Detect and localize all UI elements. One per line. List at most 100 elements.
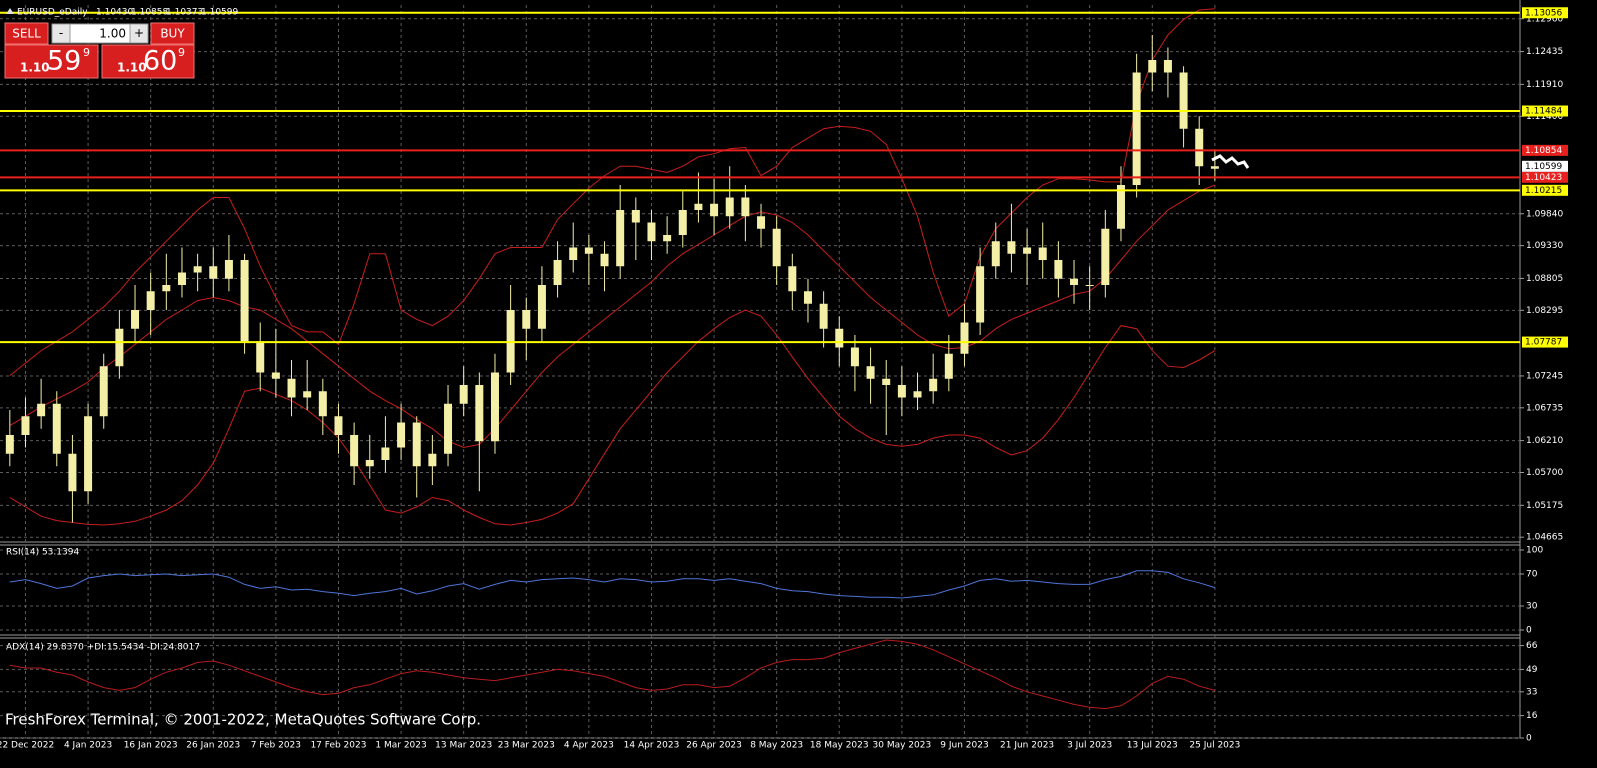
y-tick-label: 1.05175 xyxy=(1526,501,1563,511)
y-tick-label: 1.05700 xyxy=(1526,468,1563,478)
candle-body xyxy=(537,285,546,329)
ohlc-close: 1.10599 xyxy=(201,8,238,18)
price-level-tag xyxy=(1522,144,1568,156)
candle-body xyxy=(600,253,609,267)
grid-layer xyxy=(0,5,1520,739)
candle-body xyxy=(1085,285,1094,286)
candle-body xyxy=(1148,60,1157,73)
y-tick-label: 66 xyxy=(1526,641,1538,651)
candle-body xyxy=(318,391,327,417)
footer: FreshForex Terminal, © 2001-2022, MetaQu… xyxy=(5,711,481,729)
x-tick-label: 26 Apr 2023 xyxy=(686,741,742,751)
candle-body xyxy=(569,247,578,260)
candle-body xyxy=(1038,247,1047,260)
indicator-line xyxy=(9,570,1216,599)
x-tick-label: 13 Mar 2023 xyxy=(435,741,492,751)
bollinger-band xyxy=(9,184,1216,449)
candle-body xyxy=(741,197,750,217)
ohlc-high: 1.10858 xyxy=(131,8,168,18)
bid-pips: 59 xyxy=(47,46,81,77)
candle-body xyxy=(177,272,186,285)
candle-body xyxy=(710,203,719,217)
candle-body xyxy=(1116,185,1125,229)
ask-pips: 60 xyxy=(143,46,177,77)
candle-body xyxy=(584,247,593,254)
bid-big: 1.10 xyxy=(20,61,50,75)
bid-price-box[interactable] xyxy=(4,44,99,79)
y-tick-label: 33 xyxy=(1526,687,1537,697)
candle-body xyxy=(991,241,1000,267)
data-layer xyxy=(0,8,1520,710)
candle-body xyxy=(162,285,171,292)
candle-body xyxy=(960,322,969,354)
y-tick-label: 100 xyxy=(1526,546,1543,556)
sell-button[interactable] xyxy=(4,22,49,45)
y-tick-label: 70 xyxy=(1526,570,1538,580)
x-tick-label: 17 Feb 2023 xyxy=(310,741,366,751)
candle-body xyxy=(631,210,640,223)
lot-increase[interactable] xyxy=(129,23,149,44)
ohlc-low: 1.10373 xyxy=(166,8,203,18)
candle-body xyxy=(193,266,202,273)
candle-body xyxy=(897,385,906,398)
candle-body xyxy=(803,291,812,304)
rsi-title: RSI(14) 53.1394 xyxy=(6,548,79,558)
candle-body xyxy=(334,416,343,435)
candle-body xyxy=(1023,247,1032,254)
candle-body xyxy=(819,303,828,329)
lot-decrease-label: - xyxy=(59,26,63,40)
candle-body xyxy=(694,203,703,210)
x-tick-label: 8 May 2023 xyxy=(750,741,803,751)
y-tick-label: 1.12435 xyxy=(1526,47,1563,57)
candle-body xyxy=(52,403,61,454)
candle-body xyxy=(397,422,406,448)
y-tick-label: 0 xyxy=(1526,734,1532,744)
lot-increase-label: + xyxy=(134,26,144,40)
candle-body xyxy=(412,422,421,467)
candle-body xyxy=(21,416,30,435)
indicator-line xyxy=(9,639,1216,710)
price-level-label: 1.13056 xyxy=(1525,8,1562,18)
x-tick-label: 14 Apr 2023 xyxy=(624,741,680,751)
ohlc-open: 1.10430 xyxy=(96,8,133,18)
price-level-tag xyxy=(1522,336,1568,348)
x-tick-label: 7 Feb 2023 xyxy=(251,741,301,751)
price-level-tag xyxy=(1522,184,1568,196)
candle-body xyxy=(772,228,781,267)
candle-body xyxy=(725,197,734,217)
collapse-icon[interactable] xyxy=(6,8,14,14)
buy-button[interactable] xyxy=(150,22,195,45)
x-tick-label: 16 Jan 2023 xyxy=(124,741,178,751)
candle-body xyxy=(522,310,531,329)
price-level-label: 1.07787 xyxy=(1525,338,1562,348)
candle-body xyxy=(115,328,124,367)
x-tick-label: 22 Dec 2022 xyxy=(0,741,54,751)
price-level-tag xyxy=(1522,171,1568,183)
candle-body xyxy=(256,341,265,373)
ask-fraction: 9 xyxy=(178,46,185,59)
candle-body xyxy=(240,260,249,342)
candle-body xyxy=(1195,128,1204,167)
candle-body xyxy=(224,260,233,279)
candle-body xyxy=(929,378,938,392)
candle-body xyxy=(788,266,797,292)
y-tick-label: 1.04665 xyxy=(1526,533,1563,543)
y-tick-label: 1.07245 xyxy=(1526,371,1563,381)
candle-body xyxy=(459,385,468,404)
candle-body xyxy=(5,435,14,454)
candle-body xyxy=(757,216,766,229)
candle-body xyxy=(663,235,672,242)
candle-body xyxy=(271,372,280,379)
candle-body xyxy=(490,372,499,442)
y-tick-label: 1.11910 xyxy=(1526,80,1563,90)
candle-body xyxy=(678,210,687,235)
candle-body xyxy=(866,366,875,379)
candle-body xyxy=(1163,60,1172,73)
candle-body xyxy=(1070,278,1079,285)
candle-body xyxy=(444,403,453,454)
candle-body xyxy=(944,353,953,379)
price-level-label: 1.10215 xyxy=(1525,186,1562,196)
ask-price-box[interactable] xyxy=(101,44,195,79)
